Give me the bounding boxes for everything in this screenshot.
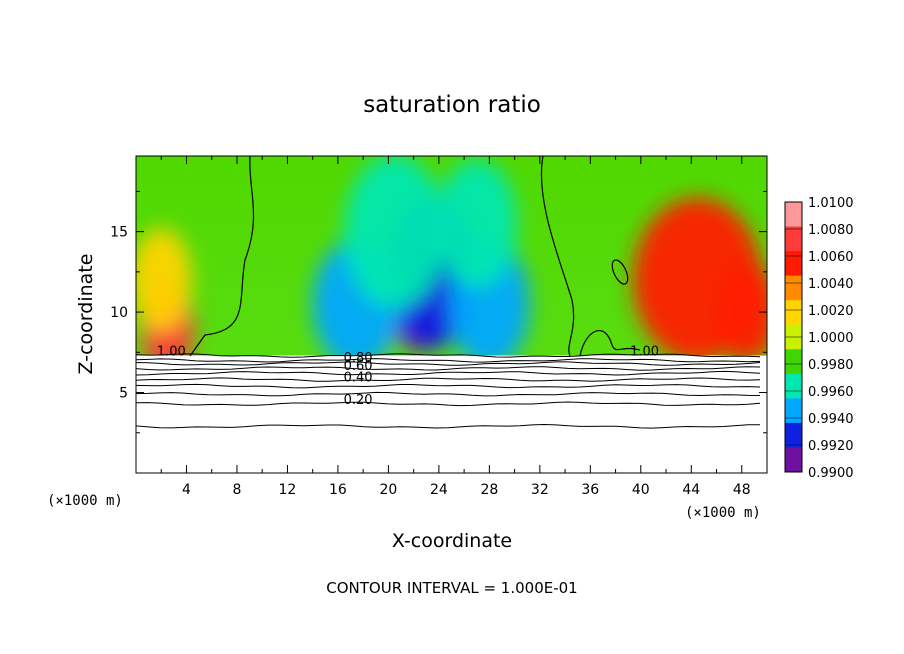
x-tick-label-32: 32: [531, 482, 549, 498]
contour-1-mid: [540, 156, 575, 357]
x-tick-label-16: 16: [329, 482, 347, 498]
colorbar-label-2: 1.0060: [808, 250, 854, 265]
y-tick-label-15: 15: [110, 225, 128, 241]
colorbar-swatch-9: [785, 422, 802, 448]
x-tick-label-36: 36: [581, 482, 599, 498]
contour-line-0.3: [136, 391, 761, 397]
x-tick-label-40: 40: [632, 482, 650, 498]
field-blob-5: [344, 156, 446, 309]
x-tick-label-48: 48: [733, 482, 751, 498]
colorbar-label-9: 0.9920: [808, 439, 854, 454]
y-axis-label: Z-coordinate: [75, 254, 97, 375]
y-tick-label-5: 5: [119, 386, 128, 402]
contour-line-0.4: [136, 383, 761, 389]
colorbar-label-0: 1.0100: [808, 196, 854, 211]
colorbar-label-5: 1.0000: [808, 331, 854, 346]
colorbar-swatch-4: [785, 300, 802, 326]
contour-label-0: 1.00: [157, 345, 186, 360]
contour-line-0.5: [136, 377, 761, 382]
contour-line-1: [136, 353, 761, 358]
x-tick-label-24: 24: [430, 482, 448, 498]
x-axis-label: X-coordinate: [392, 530, 512, 552]
contour-line-0.8: [136, 361, 761, 366]
colorbar-swatch-2: [785, 251, 802, 277]
contour-line-0.7: [136, 366, 761, 371]
contour-interval-note: CONTOUR INTERVAL = 1.000E-01: [326, 579, 577, 597]
x-tick-label-12: 12: [279, 482, 297, 498]
contour-label-4: 0.40: [344, 370, 373, 385]
field-blob-7: [136, 228, 192, 332]
x-tick-label-28: 28: [480, 482, 498, 498]
saturation-field: [136, 156, 767, 473]
colorbar-swatch-1: [785, 226, 802, 252]
colorbar-swatch-6: [785, 349, 802, 375]
colorbar-label-8: 0.9940: [808, 412, 854, 427]
x-unit-left: (×1000 m): [47, 493, 123, 509]
x-tick-label-44: 44: [682, 482, 700, 498]
field-blob-9: [717, 260, 767, 364]
colorbar-label-1: 1.0080: [808, 223, 854, 238]
colorbar-label-7: 0.9960: [808, 385, 854, 400]
chart-title: saturation ratio: [363, 92, 541, 118]
x-tick-label-20: 20: [379, 482, 397, 498]
field-below-surface: [136, 355, 767, 473]
field-blobs: [136, 156, 767, 375]
contour-line-0.2: [136, 401, 761, 407]
colorbar-swatch-3: [785, 275, 802, 301]
colorbar: 1.0100 1.0080 1.0060 1.0040 1.0020 1.0000 0.99…: [784, 196, 854, 481]
contour-label-2: 0.80: [344, 351, 373, 366]
colorbar-swatch-10: [785, 447, 802, 473]
contour-line-0.1: [136, 423, 761, 429]
plot-frame: [135, 155, 768, 474]
contour-1-left: [189, 156, 255, 357]
colorbar-swatch-0: [785, 202, 802, 228]
colorbar-label-4: 1.0020: [808, 304, 854, 319]
x-tick-label-4: 4: [182, 482, 191, 498]
colorbar-label-6: 0.9980: [808, 358, 854, 373]
x-tick-label-8: 8: [232, 482, 241, 498]
contour-label-5: 0.20: [344, 393, 373, 408]
colorbar-swatch-7: [785, 373, 802, 399]
colorbar-label-10: 0.9900: [808, 466, 854, 481]
x-axis-ticks: 4 8 12 16 20 24 28 32 36 40 44 48: [160, 156, 751, 498]
contour-label-3: 0.60: [344, 359, 373, 374]
contour-1-right: [579, 330, 641, 357]
contour-1-island: [611, 259, 629, 285]
colorbar-swatch-8: [785, 398, 802, 424]
contour-lines: [136, 156, 761, 429]
y-tick-label-10: 10: [110, 305, 128, 321]
contour-line-0.6: [136, 370, 761, 376]
x-unit-right: (×1000 m): [685, 505, 761, 521]
y-axis-ticks: 5 10 15: [110, 190, 767, 434]
field-blob-4: [436, 159, 518, 288]
contour-labels: 1.00 1.00 0.800.600.40 0.20: [157, 345, 659, 408]
colorbar-label-3: 1.0040: [808, 277, 854, 292]
contour-line-0.9: [136, 358, 761, 363]
contour-label-1: 1.00: [630, 345, 659, 360]
